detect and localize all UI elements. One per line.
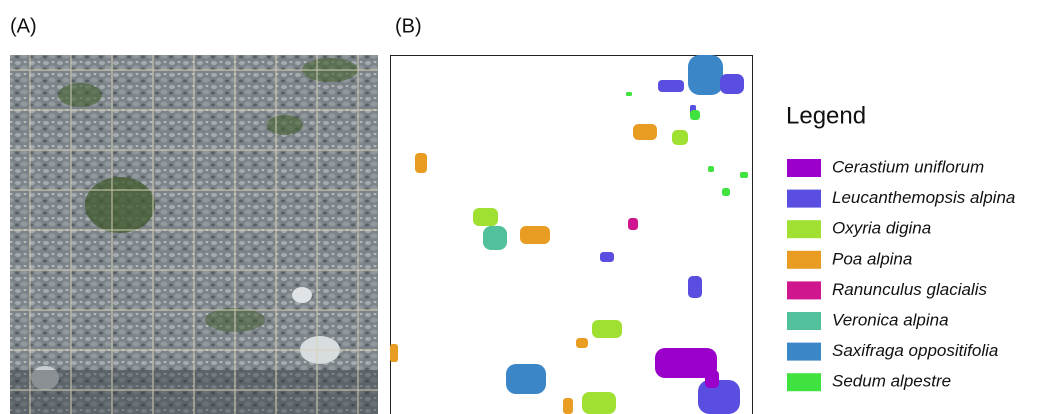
legend: Cerastium uniflorum Leucanthemopsis alpin… [787, 157, 1015, 391]
legend-label: Cerastium uniflorum [832, 157, 984, 176]
species-patch [483, 226, 507, 250]
legend-label: Poa alpina [832, 249, 912, 268]
species-patch [415, 153, 427, 173]
legend-swatch [787, 312, 821, 330]
legend-title: Legend [786, 102, 866, 129]
legend-swatch [787, 281, 821, 299]
legend-swatch [787, 190, 821, 208]
legend-swatch [787, 159, 821, 177]
species-patch [740, 172, 748, 178]
species-patch [520, 226, 550, 244]
legend-swatch [787, 373, 821, 391]
panel-label: (A) [10, 15, 37, 37]
photo [10, 55, 378, 414]
species-patch [720, 74, 744, 94]
species-patch [600, 252, 614, 262]
species-patch [708, 166, 714, 172]
figure: (A) (B) Legend Cerastium uniflorum Leucan… [0, 0, 1062, 414]
species-patch [592, 320, 622, 338]
species-patch [698, 380, 740, 414]
legend-label: Sedum alpestre [832, 372, 951, 391]
species-patch [390, 344, 398, 362]
species-patch [628, 218, 638, 230]
species-patch [688, 55, 723, 95]
legend-label: Veronica alpina [832, 310, 949, 329]
legend-label: Saxifraga oppositifolia [832, 341, 998, 360]
legend-swatch [787, 251, 821, 269]
species-patch [705, 370, 719, 388]
legend-swatch [787, 343, 821, 361]
species-patch [473, 208, 498, 226]
species-patch [690, 110, 700, 120]
species-patch [582, 392, 616, 414]
species-patch [633, 124, 657, 140]
species-patch [672, 130, 688, 145]
species-patch [506, 364, 546, 394]
legend-label: Leucanthemopsis alpina [832, 188, 1015, 207]
species-patch [688, 276, 702, 298]
legend-label: Ranunculus glacialis [832, 280, 987, 299]
legend-swatch [787, 220, 821, 238]
legend-label: Oxyria digina [832, 219, 931, 238]
panel-label: (B) [395, 15, 422, 37]
species-patch [658, 80, 684, 92]
species-patch [563, 398, 573, 414]
species-patch [722, 188, 730, 196]
species-patch [626, 92, 632, 96]
species-patch [576, 338, 588, 348]
